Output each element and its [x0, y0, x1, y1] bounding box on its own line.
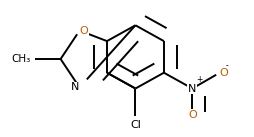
Text: O: O: [80, 26, 88, 36]
Text: N: N: [188, 84, 197, 94]
Text: N: N: [71, 82, 80, 92]
Text: -: -: [226, 62, 229, 71]
Text: Cl: Cl: [130, 120, 141, 130]
Text: O: O: [220, 68, 229, 78]
Text: CH₃: CH₃: [12, 54, 31, 64]
Text: O: O: [188, 110, 197, 120]
Text: +: +: [196, 75, 202, 84]
